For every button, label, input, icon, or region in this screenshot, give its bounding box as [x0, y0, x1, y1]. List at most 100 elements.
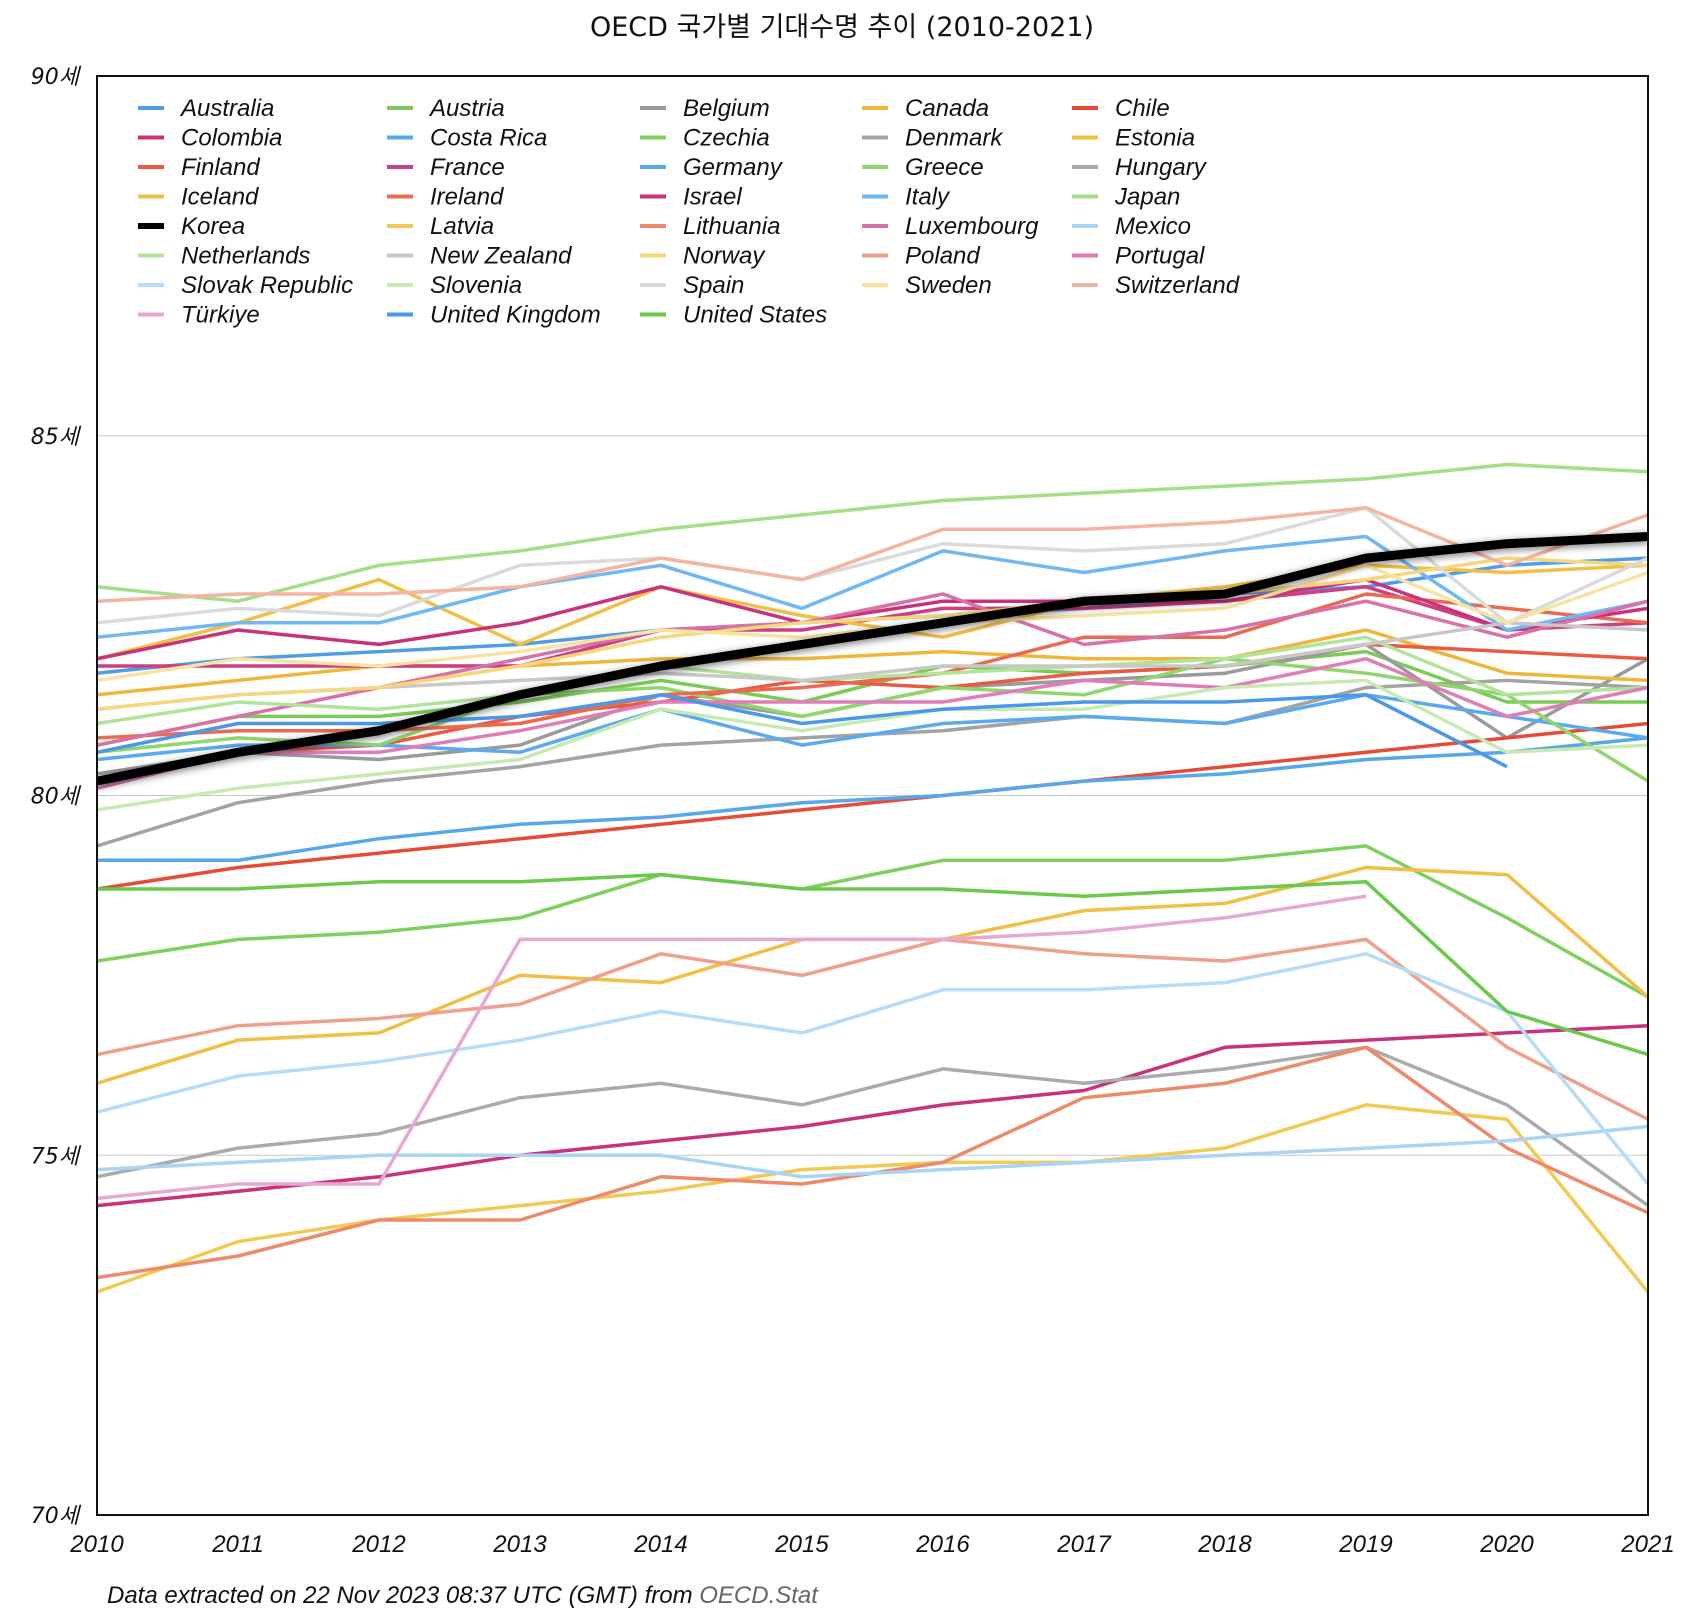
legend-item: Spain — [640, 272, 744, 299]
legend-label: Netherlands — [181, 243, 310, 270]
legend-item: Chile — [1072, 95, 1170, 122]
legend-item: Ireland — [387, 184, 504, 211]
legend-item: Czechia — [640, 125, 770, 152]
legend-label: Slovenia — [430, 272, 522, 299]
series-line-hungary — [97, 1045, 1648, 1208]
legend-item: Japan — [1072, 184, 1180, 211]
x-tick-label: 2017 — [1056, 1531, 1112, 1558]
legend-label: Belgium — [683, 95, 770, 122]
legend-item: Costa Rica — [387, 125, 547, 152]
legend-item: Germany — [640, 154, 784, 181]
legend-item: Sweden — [862, 272, 992, 299]
series-line-netherlands — [97, 635, 1648, 726]
legend-item: Australia — [138, 95, 274, 122]
series-line-latvia — [97, 1103, 1648, 1294]
legend: Australia Austria Belgium Canada Chile Colomb… — [138, 95, 1240, 329]
y-tick-label: 90세 — [31, 65, 82, 90]
footer-text: Data extracted on 22 Nov 2023 08:37 UTC … — [107, 1582, 700, 1609]
data-source-note: Data extracted on 22 Nov 2023 08:37 UTC … — [107, 1582, 818, 1610]
series-line-chile — [97, 721, 1648, 891]
legend-label: Latvia — [430, 213, 494, 240]
series-line-korea — [97, 532, 1648, 786]
series-line-czechia — [97, 844, 1648, 999]
legend-item: United Kingdom — [387, 302, 601, 329]
legend-label: Australia — [179, 95, 274, 122]
y-tick-label: 70세 — [31, 1504, 82, 1529]
legend-item: Portugal — [1072, 243, 1205, 270]
series-line-united-kingdom — [97, 693, 1508, 769]
legend-label: Canada — [905, 95, 989, 122]
legend-label: Czechia — [683, 125, 770, 152]
series-line-slovenia — [97, 678, 1648, 812]
series-line-costa-rica — [97, 736, 1648, 863]
legend-label: Austria — [428, 95, 505, 122]
legend-label: Switzerland — [1115, 272, 1240, 299]
legend-item: Türkiye — [138, 302, 260, 329]
x-tick-label: 2015 — [774, 1531, 829, 1558]
legend-item: Denmark — [862, 125, 1004, 152]
gridlines — [97, 435, 1648, 1156]
x-tick-label: 2020 — [1479, 1531, 1534, 1558]
legend-item: Slovak Republic — [138, 272, 353, 299]
legend-label: Poland — [905, 243, 980, 270]
y-tick-label: 75세 — [31, 1144, 82, 1169]
legend-item: Israel — [640, 184, 742, 211]
legend-label: Denmark — [905, 125, 1004, 152]
legend-item: Latvia — [387, 213, 494, 240]
footer-source-link[interactable]: OECD.Stat — [699, 1582, 818, 1609]
series-lines — [97, 462, 1648, 1294]
legend-item: France — [387, 154, 505, 181]
series-line-luxembourg — [97, 592, 1648, 747]
legend-label: United Kingdom — [430, 302, 601, 329]
x-tick-label: 2013 — [492, 1531, 547, 1558]
series-line-israel — [97, 577, 1648, 661]
x-tick-label: 2019 — [1338, 1531, 1392, 1558]
legend-item: Colombia — [138, 125, 282, 152]
legend-label: Italy — [905, 184, 951, 211]
series-line-portugal — [97, 657, 1648, 790]
legend-label: Portugal — [1115, 243, 1205, 270]
legend-label: Norway — [683, 243, 766, 270]
x-axis-ticks: 2010 2011 2012 2013 2014 2015 2016 2017 2018 2019… — [69, 1531, 1674, 1558]
x-tick-label: 2016 — [915, 1531, 970, 1558]
legend-label: Iceland — [181, 184, 259, 211]
legend-item: Iceland — [138, 184, 259, 211]
legend-item: Switzerland — [1072, 272, 1240, 299]
legend-item: Lithuania — [640, 213, 780, 240]
legend-item: Hungary — [1072, 154, 1208, 181]
legend-item: Estonia — [1072, 125, 1195, 152]
x-tick-label: 2011 — [211, 1531, 264, 1558]
legend-label: Chile — [1115, 95, 1170, 122]
legend-label: Slovak Republic — [181, 272, 353, 299]
x-tick-label: 2021 — [1620, 1531, 1674, 1558]
legend-label: Japan — [1114, 184, 1180, 211]
legend-label: Luxembourg — [905, 213, 1039, 240]
legend-item: Canada — [862, 95, 989, 122]
chart-title: OECD 국가별 기대수명 추이 (2010-2021) — [590, 12, 1094, 43]
x-tick-label: 2012 — [351, 1531, 405, 1558]
legend-item: Belgium — [640, 95, 770, 122]
legend-label: Spain — [683, 272, 744, 299]
series-line-mexico — [97, 1124, 1648, 1179]
legend-label: Mexico — [1115, 213, 1191, 240]
series-line-japan — [97, 462, 1648, 603]
legend-item: Netherlands — [138, 243, 310, 270]
legend-label: Türkiye — [181, 302, 260, 329]
legend-item: Luxembourg — [862, 213, 1039, 240]
legend-label: France — [430, 154, 505, 181]
legend-item: Greece — [862, 154, 984, 181]
x-tick-label: 2014 — [633, 1531, 687, 1558]
legend-label: Korea — [181, 213, 245, 240]
legend-label: New Zealand — [430, 243, 572, 270]
series-line-slovak-republic — [97, 952, 1648, 1186]
series-line-canada — [97, 628, 1648, 697]
legend-label: United States — [683, 302, 827, 329]
legend-item: Poland — [862, 243, 980, 270]
y-tick-label: 85세 — [31, 425, 82, 450]
legend-item: Slovenia — [387, 272, 522, 299]
legend-label: Costa Rica — [430, 125, 547, 152]
series-line-spain — [97, 505, 1648, 625]
series-line-t-rkiye — [97, 894, 1367, 1201]
series-line-colombia — [97, 1023, 1648, 1208]
legend-label: Hungary — [1115, 154, 1208, 181]
